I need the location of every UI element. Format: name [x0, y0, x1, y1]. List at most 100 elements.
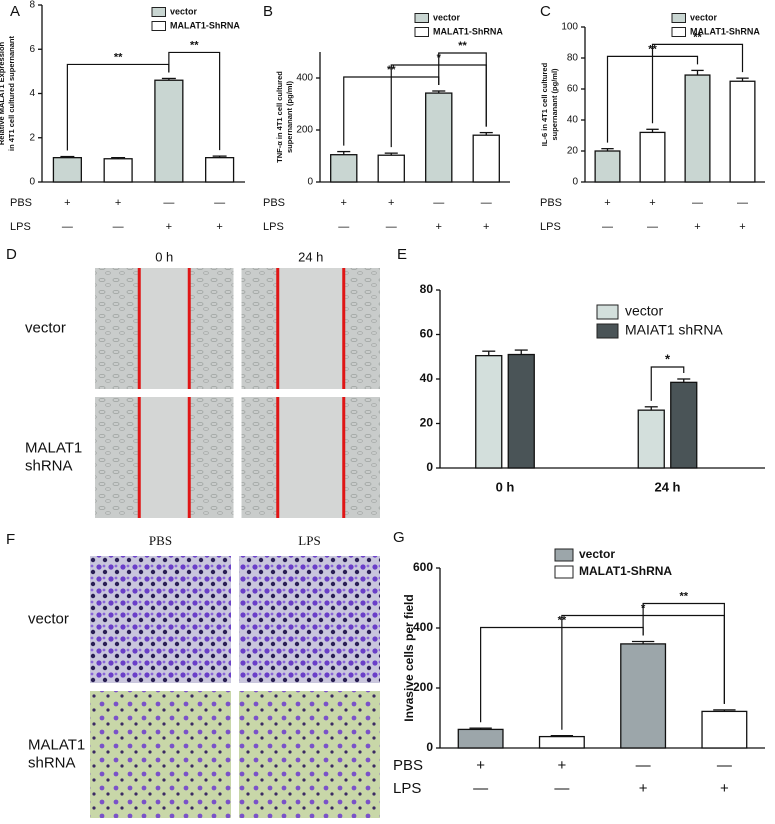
condition-sign: —: [636, 757, 651, 774]
y-tick-label: 0: [426, 460, 433, 474]
x-tick-label: 0 h: [496, 479, 515, 494]
y-tick-label: 0: [572, 177, 578, 188]
condition-sign: —: [62, 221, 73, 233]
bar: [538, 735, 585, 749]
legend-label: vector: [625, 303, 663, 319]
legend-label: MALAT1-ShRNA: [690, 26, 760, 36]
y-tick-label: 0: [307, 177, 313, 188]
row-label: vector: [28, 610, 69, 627]
condition-name: LPS: [10, 221, 31, 233]
bar: [154, 79, 184, 183]
wound-area: [139, 397, 190, 518]
bar: [684, 74, 711, 183]
condition-sign: —: [433, 197, 444, 209]
significance-label: **: [693, 31, 702, 43]
condition-sign: —: [717, 757, 732, 774]
condition-sign: —: [647, 221, 658, 233]
condition-sign: —: [473, 780, 488, 797]
condition-sign: +: [720, 780, 729, 797]
panel-label: F: [6, 531, 15, 548]
legend-swatch: [671, 27, 686, 37]
significance-bracket: [651, 43, 744, 124]
bar: [701, 710, 748, 749]
legend-label: MALAT1-ShRNA: [170, 20, 240, 30]
condition-sign: —: [602, 221, 613, 233]
legend-label: MAIAT1 shRNA: [625, 322, 723, 338]
y-axis-label: supernanant (pg/ml): [285, 80, 294, 153]
y-tick-label: 60: [567, 84, 579, 95]
bar: [670, 381, 698, 469]
condition-sign: +: [476, 757, 485, 774]
legend-label: vector: [579, 547, 615, 561]
y-tick-label: 600: [413, 560, 433, 574]
condition-name: PBS: [10, 197, 32, 209]
condition-name: PBS: [393, 757, 423, 774]
condition-sign: +: [557, 757, 566, 774]
panel-label: A: [10, 3, 20, 20]
y-axis-label: in 4T1 cell cultured supernanant: [7, 35, 16, 151]
wound-area: [277, 268, 344, 389]
condition-sign: +: [341, 197, 347, 209]
y-tick-label: 100: [561, 22, 578, 33]
condition-name: PBS: [540, 197, 562, 209]
condition-sign: —: [481, 197, 492, 209]
panel-label: G: [393, 529, 405, 546]
significance-bracket: [650, 366, 685, 401]
legend-swatch: [554, 548, 574, 562]
legend-swatch: [151, 7, 166, 17]
y-tick-label: 80: [420, 282, 434, 296]
condition-name: LPS: [540, 221, 561, 233]
panel-label: C: [540, 3, 551, 20]
legend-swatch: [414, 27, 429, 37]
column-label: 0 h: [155, 249, 173, 264]
condition-sign: +: [639, 780, 648, 797]
legend-label: vector: [170, 6, 198, 16]
condition-sign: +: [166, 221, 172, 233]
bar: [330, 154, 358, 183]
row-label: vector: [25, 319, 66, 336]
significance-bracket: [438, 52, 487, 127]
legend-swatch: [596, 304, 619, 320]
legend-label: MALAT1-ShRNA: [433, 26, 503, 36]
y-tick-label: 0: [426, 740, 433, 754]
y-tick-label: 40: [567, 115, 579, 126]
y-tick-label: 20: [567, 146, 579, 157]
y-tick-label: 60: [420, 327, 434, 341]
condition-sign: +: [694, 221, 700, 233]
y-axis-label: TNF-α in 4T1 cell cultured: [275, 71, 284, 163]
significance-bracket: [66, 63, 170, 151]
bar: [729, 80, 756, 183]
legend-swatch: [151, 21, 166, 31]
condition-sign: +: [388, 197, 394, 209]
bar: [205, 157, 235, 183]
significance-label: **: [114, 51, 123, 63]
legend-label: vector: [433, 12, 461, 22]
legend-swatch: [554, 565, 574, 579]
micrograph: [90, 556, 231, 683]
y-tick-label: 8: [29, 0, 35, 11]
column-label: LPS: [298, 533, 320, 548]
column-label: PBS: [149, 533, 172, 548]
y-tick-label: 4: [29, 88, 35, 99]
significance-bracket: [642, 602, 725, 704]
significance-label: **: [679, 590, 688, 602]
condition-sign: —: [338, 221, 349, 233]
bar: [425, 92, 453, 183]
legend-swatch: [596, 323, 619, 339]
bar: [637, 409, 665, 469]
y-tick-label: 400: [413, 620, 433, 634]
micrograph: [90, 691, 231, 818]
row-label: MALAT1: [28, 736, 85, 753]
condition-name: LPS: [263, 221, 284, 233]
bar: [639, 131, 666, 183]
row-label: shRNA: [28, 754, 76, 771]
y-tick-label: 400: [296, 73, 313, 84]
y-axis-label: IL-6 in 4T1 cell cultured: [540, 62, 549, 146]
significance-label: **: [458, 40, 467, 52]
row-label: shRNA: [25, 457, 73, 474]
significance-label: **: [190, 39, 199, 51]
bar: [377, 154, 405, 183]
condition-sign: —: [163, 197, 174, 209]
condition-sign: +: [483, 221, 489, 233]
